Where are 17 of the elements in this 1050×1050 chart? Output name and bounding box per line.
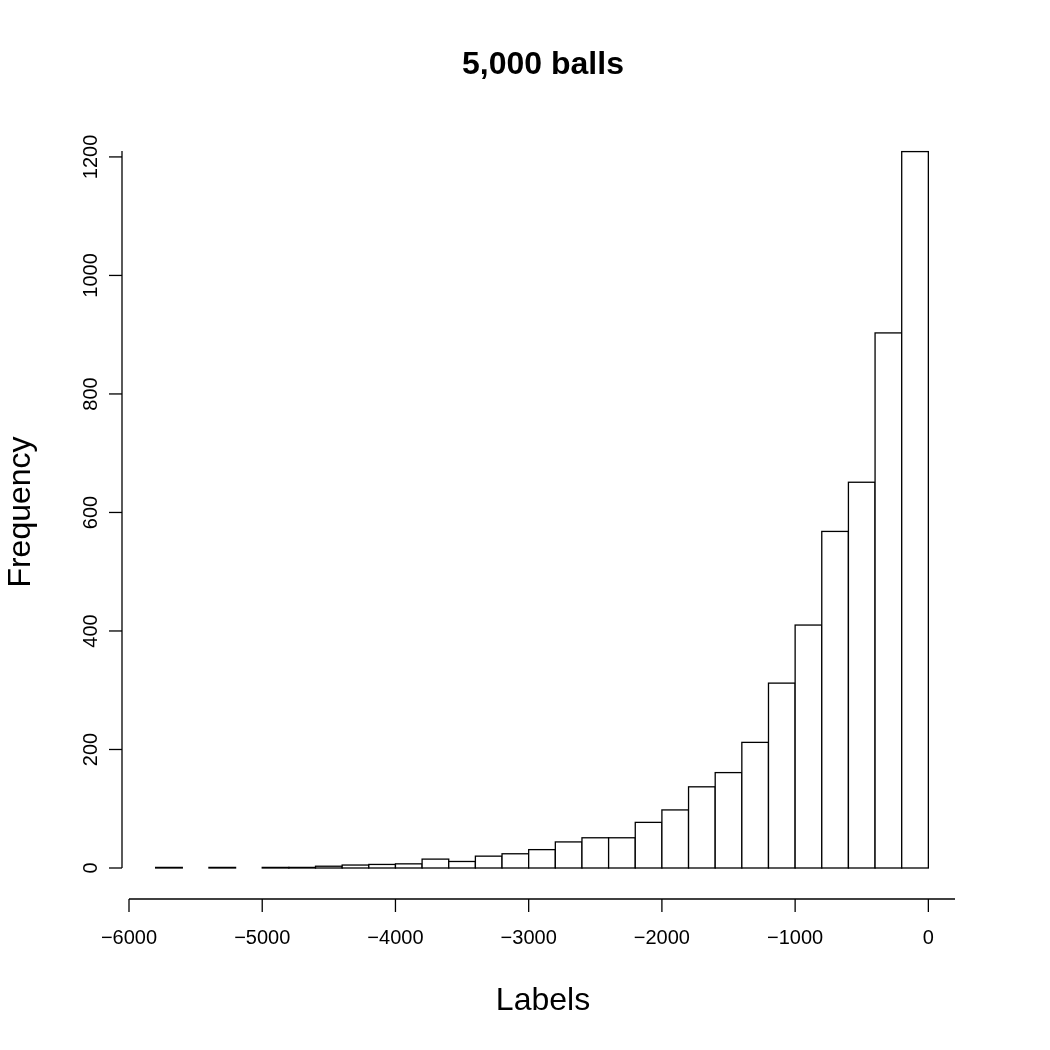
x-tick-label: 0 (922, 926, 934, 948)
chart-title: 5,000 balls (462, 45, 624, 81)
x-tick-label: −4000 (367, 926, 424, 948)
y-tick-label: 600 (79, 495, 101, 530)
y-tick-label: 400 (79, 614, 101, 648)
x-tick-label: −6000 (100, 926, 158, 948)
y-tick-label: 1200 (79, 134, 101, 180)
x-tick-label: −2000 (633, 926, 690, 948)
x-tick-label: −5000 (234, 926, 291, 948)
x-axis-title: Labels (495, 981, 591, 1017)
y-tick-label: 0 (79, 862, 101, 874)
x-tick-label: −1000 (767, 926, 824, 948)
y-tick-label: 800 (79, 377, 101, 411)
x-tick-label: −3000 (500, 926, 557, 948)
y-tick-label: 1000 (79, 253, 101, 298)
y-tick-label: 200 (79, 732, 101, 767)
y-axis-title: Frequency (1, 436, 37, 588)
